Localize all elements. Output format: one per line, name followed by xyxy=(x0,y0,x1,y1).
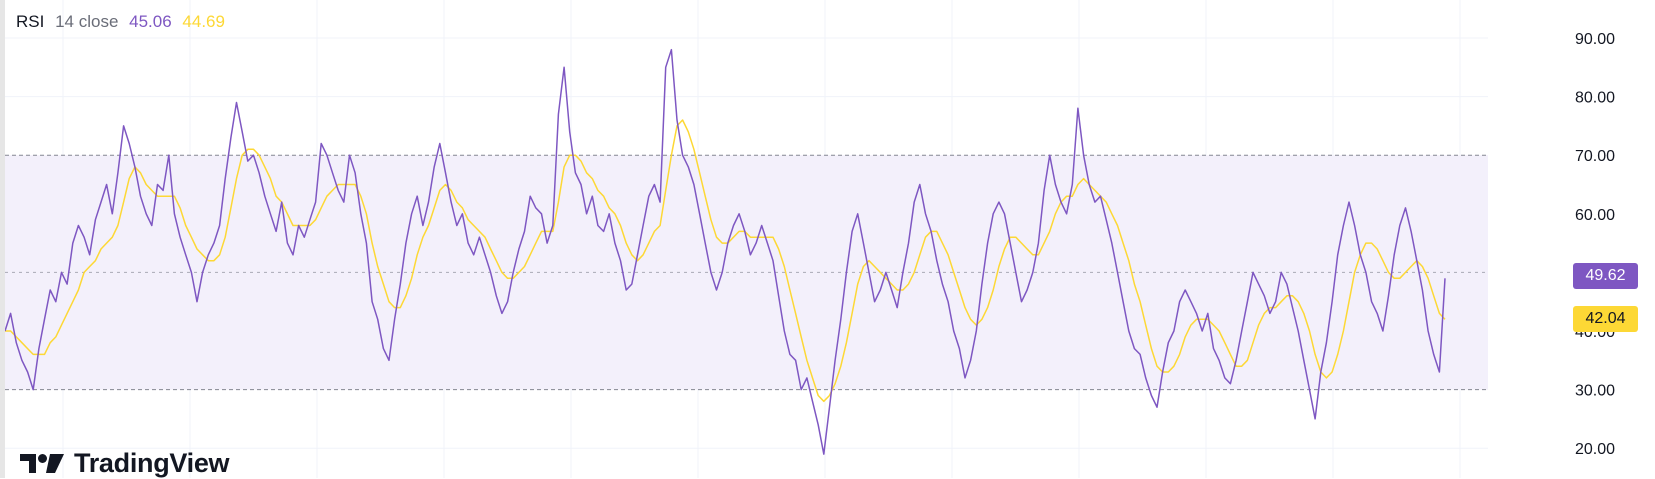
indicator-legend[interactable]: RSI 14 close 45.06 44.69 xyxy=(16,11,231,33)
series-line-rsi xyxy=(4,48,1446,455)
y-axis-tick-label: 70.00 xyxy=(1575,148,1615,165)
grid xyxy=(5,0,1488,478)
legend-rsi-value: 45.06 xyxy=(129,12,172,31)
rsi-price-tag: 49.62 xyxy=(1573,263,1638,289)
legend-ma-value: 44.69 xyxy=(182,12,225,31)
y-axis-tick-label: 20.00 xyxy=(1575,441,1615,458)
logo-text: TradingView xyxy=(74,447,230,478)
tradingview-logo-icon xyxy=(20,454,64,473)
legend-indicator-name: RSI xyxy=(16,12,45,31)
y-axis-tick-label: 80.00 xyxy=(1575,90,1615,107)
y-axis-tick-label: 90.00 xyxy=(1575,31,1615,48)
ma-price-tag: 42.04 xyxy=(1573,306,1638,332)
tradingview-logo[interactable]: TradingView xyxy=(20,447,230,478)
series-lines xyxy=(4,48,1446,455)
rsi-band xyxy=(5,154,1488,391)
y-axis-tick-label: 60.00 xyxy=(1575,207,1615,224)
y-axis-tick-label: 30.00 xyxy=(1575,383,1615,400)
series-line-ma xyxy=(5,119,1446,403)
left-edge xyxy=(0,0,5,478)
legend-indicator-params: 14 close xyxy=(55,12,119,31)
